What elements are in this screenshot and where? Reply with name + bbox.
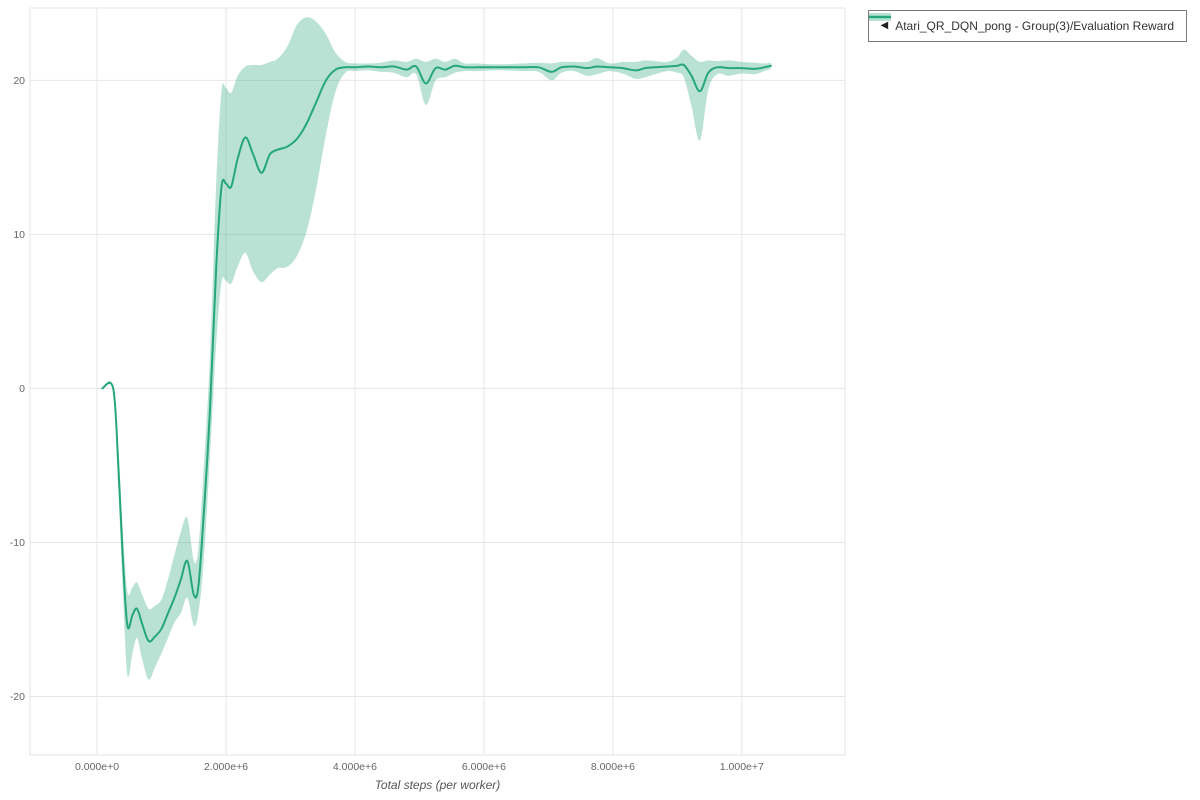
y-tick-label: -10 xyxy=(10,537,25,549)
y-tick-label: 10 xyxy=(13,229,25,241)
legend-item[interactable]: ◀ Atari_QR_DQN_pong - Group(3)/Evaluatio… xyxy=(868,13,1174,33)
y-tick-label: 20 xyxy=(13,75,25,87)
series-mean-line xyxy=(101,63,772,643)
x-tick-label: 8.000e+6 xyxy=(591,761,635,773)
x-tick-label: 1.000e+7 xyxy=(720,761,764,773)
x-tick-label: 2.000e+6 xyxy=(204,761,248,773)
legend-label: Atari_QR_DQN_pong - Group(3)/Evaluation … xyxy=(895,19,1174,33)
series-confidence-band xyxy=(102,17,771,680)
plot-border xyxy=(29,7,846,756)
x-tick-label: 0.000e+0 xyxy=(75,761,119,773)
series-swatch-icon xyxy=(868,13,891,21)
x-tick-label: 6.000e+6 xyxy=(462,761,506,773)
y-tick-label: -20 xyxy=(10,691,25,703)
x-tick-label: 4.000e+6 xyxy=(333,761,377,773)
y-tick-label: 0 xyxy=(19,383,25,395)
legend-collapse-icon[interactable]: ◀ xyxy=(880,20,889,31)
x-axis-title: Total steps (per worker) xyxy=(374,778,501,792)
legend: ◀ Atari_QR_DQN_pong - Group(3)/Evaluatio… xyxy=(867,10,1187,42)
